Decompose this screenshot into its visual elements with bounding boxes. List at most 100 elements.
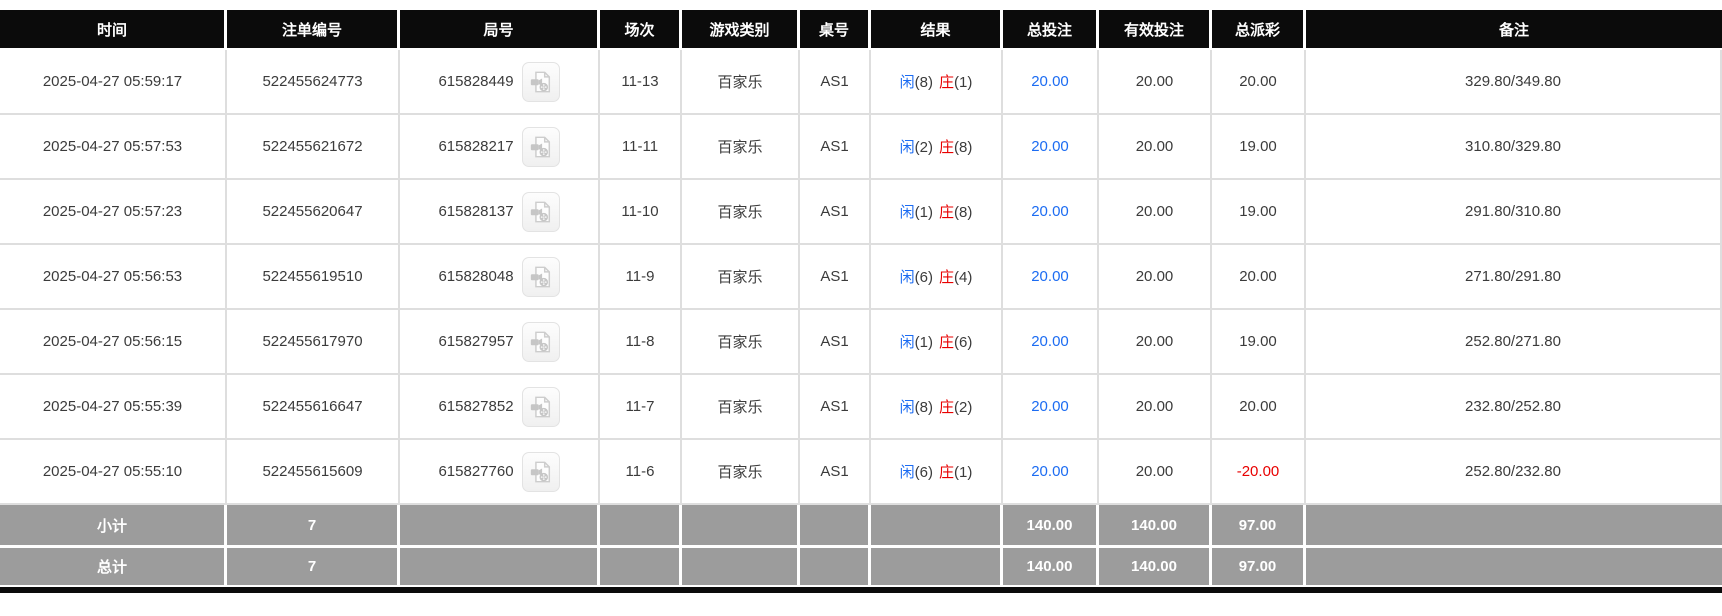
valid-bet-cell: 20.00 [1099, 245, 1212, 310]
round-cell: 615828217 [400, 115, 600, 180]
subtotal-row: 小计 7 140.00 140.00 97.00 [0, 505, 1722, 545]
banker-result-label: 庄 [939, 334, 955, 351]
table-no-cell: AS1 [800, 50, 871, 115]
valid-bet-cell: 20.00 [1099, 310, 1212, 375]
video-replay-button[interactable] [521, 321, 560, 362]
bet-id-cell: 522455615609 [227, 440, 400, 505]
valid-bet-cell: 20.00 [1099, 440, 1212, 505]
round-number: 615828217 [438, 138, 514, 155]
player-result-label: 闲 [899, 399, 915, 416]
banker-result-score: (1) [954, 74, 973, 91]
round-cell: 615828137 [400, 180, 600, 245]
banker-result-score: (6) [954, 334, 973, 351]
bet-id-cell: 522455624773 [227, 50, 400, 115]
video-file-icon [530, 396, 550, 417]
video-replay-button[interactable] [521, 61, 560, 102]
total-bet-cell: 20.00 [1003, 440, 1099, 505]
payout-value: 20.00 [1239, 398, 1277, 415]
bet-id-cell: 522455621672 [227, 115, 400, 180]
video-file-icon [530, 461, 550, 482]
game-type-cell: 百家乐 [682, 245, 800, 310]
time-cell: 2025-04-27 05:57:23 [0, 180, 227, 245]
round-cell: 615828449 [400, 50, 600, 115]
result-cell: 闲(1) 庄(8) [871, 180, 1003, 245]
session-cell: 11-11 [600, 115, 682, 180]
valid-bet-cell: 20.00 [1099, 375, 1212, 440]
total-label: 总计 [0, 545, 227, 585]
payout-cell: 19.00 [1212, 180, 1306, 245]
video-replay-button[interactable] [521, 126, 560, 167]
header-result: 结果 [871, 10, 1003, 50]
total-empty-cell [682, 545, 800, 585]
video-file-icon [530, 331, 550, 352]
payout-value: 20.00 [1239, 268, 1277, 285]
total-bet-link[interactable]: 20.00 [1031, 333, 1069, 350]
session-cell: 11-9 [600, 245, 682, 310]
payout-cell: 20.00 [1212, 50, 1306, 115]
player-result-label: 闲 [899, 464, 915, 481]
banker-result-score: (1) [954, 464, 973, 481]
subtotal-empty-cell [600, 505, 682, 545]
table-row: 2025-04-27 05:55:39 522455616647 6158278… [0, 375, 1722, 440]
round-number: 615827957 [438, 333, 514, 350]
result-cell: 闲(6) 庄(1) [871, 440, 1003, 505]
table-row: 2025-04-27 05:56:15 522455617970 6158279… [0, 310, 1722, 375]
table-no-cell: AS1 [800, 180, 871, 245]
payout-value: -20.00 [1236, 463, 1280, 480]
table-row: 2025-04-27 05:57:23 522455620647 6158281… [0, 180, 1722, 245]
total-empty-cell [600, 545, 682, 585]
total-row: 总计 7 140.00 140.00 97.00 [0, 545, 1722, 585]
player-result-label: 闲 [899, 74, 915, 91]
session-cell: 11-7 [600, 375, 682, 440]
total-valid-bet: 140.00 [1099, 545, 1212, 585]
subtotal-empty-cell [682, 505, 800, 545]
subtotal-total-bet: 140.00 [1003, 505, 1099, 545]
header-payout: 总派彩 [1212, 10, 1306, 50]
banker-result-label: 庄 [939, 74, 955, 91]
result-cell: 闲(2) 庄(8) [871, 115, 1003, 180]
session-cell: 11-6 [600, 440, 682, 505]
total-empty-cell [1306, 545, 1722, 585]
total-bet-link[interactable]: 20.00 [1031, 463, 1069, 480]
payout-cell: 19.00 [1212, 115, 1306, 180]
time-cell: 2025-04-27 05:59:17 [0, 50, 227, 115]
video-replay-button[interactable] [521, 386, 560, 427]
total-bet-link[interactable]: 20.00 [1031, 398, 1069, 415]
banker-result-score: (2) [954, 399, 973, 416]
header-time: 时间 [0, 10, 227, 50]
total-bet-link[interactable]: 20.00 [1031, 138, 1069, 155]
total-total-bet: 140.00 [1003, 545, 1099, 585]
video-file-icon [530, 266, 550, 287]
table-body: 2025-04-27 05:59:17 522455624773 6158284… [0, 50, 1722, 505]
round-number: 615827760 [438, 463, 514, 480]
subtotal-valid-bet: 140.00 [1099, 505, 1212, 545]
total-empty-cell [871, 545, 1003, 585]
round-cell: 615827957 [400, 310, 600, 375]
time-cell: 2025-04-27 05:55:39 [0, 375, 227, 440]
betting-records-page: 时间 注单编号 局号 场次 游戏类别 桌号 结果 总投注 有效投注 总派彩 备注… [0, 10, 1722, 593]
header-remark: 备注 [1306, 10, 1722, 50]
player-result-score: (8) [914, 74, 933, 91]
total-bet-link[interactable]: 20.00 [1031, 268, 1069, 285]
game-type-cell: 百家乐 [682, 375, 800, 440]
time-cell: 2025-04-27 05:56:15 [0, 310, 227, 375]
total-bet-cell: 20.00 [1003, 50, 1099, 115]
header-game-type: 游戏类别 [682, 10, 800, 50]
video-replay-button[interactable] [521, 191, 560, 232]
video-replay-button[interactable] [521, 451, 560, 492]
payout-cell: 20.00 [1212, 245, 1306, 310]
table-no-cell: AS1 [800, 310, 871, 375]
player-result-score: (6) [914, 464, 933, 481]
total-bet-link[interactable]: 20.00 [1031, 73, 1069, 90]
video-replay-button[interactable] [521, 256, 560, 297]
banker-result-label: 庄 [939, 399, 955, 416]
header-bet-id: 注单编号 [227, 10, 400, 50]
payout-cell: 19.00 [1212, 310, 1306, 375]
header-valid-bet: 有效投注 [1099, 10, 1212, 50]
total-bet-link[interactable]: 20.00 [1031, 203, 1069, 220]
round-number: 615828137 [438, 203, 514, 220]
payout-value: 19.00 [1239, 333, 1277, 350]
round-cell: 615828048 [400, 245, 600, 310]
total-empty-cell [800, 545, 871, 585]
player-result-label: 闲 [899, 204, 915, 221]
